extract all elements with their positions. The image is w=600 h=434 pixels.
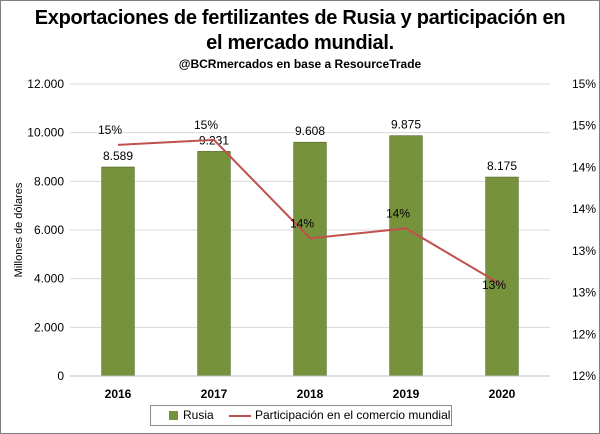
y-axis-label: Millones de dólares — [13, 182, 25, 277]
line-data-label: 13% — [482, 278, 506, 292]
y2-tick-label: 15% — [572, 119, 596, 133]
bar-2018 — [293, 141, 327, 377]
bar-data-label: 9.875 — [391, 118, 421, 132]
y2-tick-label: 15% — [572, 77, 596, 91]
x-tick-label: 2020 — [489, 387, 516, 401]
chart-title-line1: Exportaciones de fertilizantes de Rusia … — [34, 7, 566, 29]
chart-legend: Rusia Participación en el comercio mundi… — [150, 405, 452, 426]
chart-title-line2: el mercado mundial. — [206, 32, 394, 54]
x-tick-label: 2018 — [297, 387, 324, 401]
line-data-label: 14% — [290, 216, 314, 230]
y-tick-label: 2.000 — [34, 320, 64, 334]
share-line — [117, 138, 503, 286]
y-tick-label: 4.000 — [34, 272, 64, 286]
legend-swatch-rusia — [169, 411, 178, 420]
line-data-label: 15% — [194, 118, 218, 132]
y-tick-label: 6.000 — [34, 223, 64, 237]
chart-subtitle: @BCRmercados en base a ResourceTrade — [178, 57, 422, 71]
y2-tick-label: 14% — [572, 202, 596, 216]
legend-line-participacion — [229, 415, 251, 417]
bar-2017 — [197, 151, 231, 377]
line-data-label: 14% — [386, 206, 410, 220]
y-tick-label: 10.000 — [27, 126, 64, 140]
y2-tick-label: 14% — [572, 160, 596, 174]
legend-label-participacion: Participación en el comercio mundial — [255, 408, 451, 422]
line-data-label: 15% — [98, 123, 122, 137]
bar-data-label: 8.589 — [103, 149, 133, 163]
bar-2016 — [101, 166, 135, 377]
bar-data-label: 9.608 — [295, 124, 325, 138]
y2-tick-label: 12% — [572, 369, 596, 383]
x-tick-label: 2019 — [393, 387, 420, 401]
y2-tick-label: 13% — [572, 244, 596, 258]
y-tick-label: 0 — [57, 369, 64, 383]
bar-2020 — [485, 176, 519, 377]
y-tick-label: 12.000 — [27, 77, 64, 91]
legend-label-rusia: Rusia — [183, 408, 214, 422]
x-tick-label: 2016 — [105, 387, 132, 401]
y-tick-label: 8.000 — [34, 174, 64, 188]
bar-data-label: 8.175 — [487, 159, 517, 173]
y2-tick-label: 12% — [572, 327, 596, 341]
y2-tick-label: 13% — [572, 286, 596, 300]
bar-2019 — [389, 135, 423, 377]
x-tick-label: 2017 — [201, 387, 228, 401]
